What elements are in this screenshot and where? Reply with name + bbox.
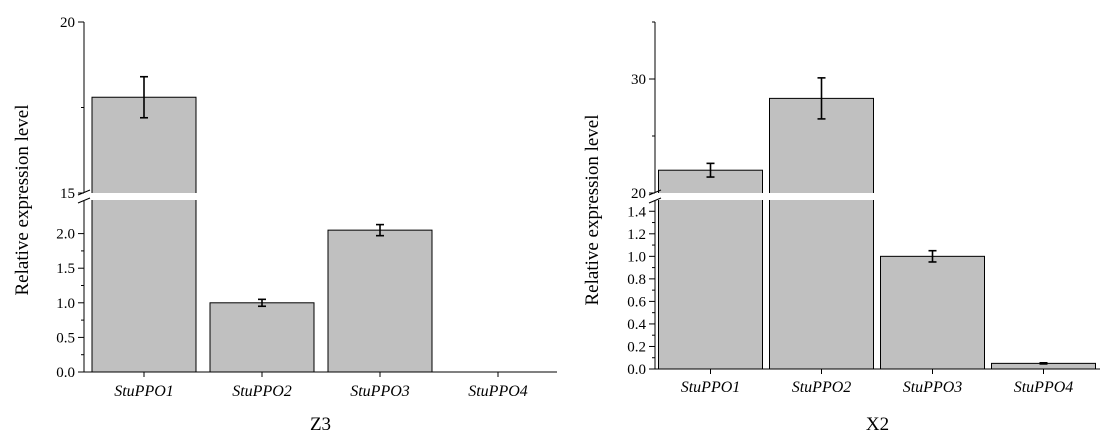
x-tick-label-StuPPO4: StuPPO4 [468, 383, 528, 400]
x-tick-label-StuPPO1: StuPPO1 [114, 383, 174, 400]
bar-StuPPO3 [327, 229, 433, 373]
bar-StuPPO2 [769, 97, 874, 370]
y-tick-label-0.5: 0.5 [56, 330, 75, 346]
axis-break-gap [72, 193, 559, 200]
y-tick-label-0.8: 0.8 [627, 272, 646, 288]
y-axis-label: Relative expression level [582, 115, 603, 306]
y-tick-label-0.2: 0.2 [627, 339, 646, 355]
y-tick-label-0.0: 0.0 [56, 365, 75, 381]
y-tick-label-30: 30 [631, 72, 646, 88]
axis-break-mark-lower [648, 197, 662, 204]
y-tick-label-1.4: 1.4 [627, 204, 646, 220]
x-axis-label: X2 [866, 414, 889, 435]
y-tick-label-20: 20 [631, 186, 646, 202]
bar-StuPPO3 [880, 255, 985, 370]
x-tick-label-StuPPO3: StuPPO3 [350, 383, 410, 400]
y-tick-label-0.4: 0.4 [627, 317, 646, 333]
bar-StuPPO2 [209, 302, 315, 373]
x-tick-label-StuPPO3: StuPPO3 [903, 379, 963, 396]
y-tick-label-0.6: 0.6 [627, 294, 646, 310]
x-tick-label-StuPPO1: StuPPO1 [681, 379, 741, 396]
y-tick-label-2.0: 2.0 [56, 227, 75, 243]
y-tick-label-0.0: 0.0 [627, 362, 646, 378]
bar-StuPPO1 [658, 169, 763, 370]
y-tick-label-1.5: 1.5 [56, 261, 75, 277]
axis-break-gap [643, 193, 1102, 200]
chart-0: StuPPO1 StuPPO2 StuPPO3 StuPPO4 0.0 0.5 1.0 1.5… [12, 15, 559, 435]
x-tick-label-StuPPO2: StuPPO2 [792, 379, 852, 396]
y-tick-label-15: 15 [60, 186, 75, 202]
x-tick-label-StuPPO4: StuPPO4 [1014, 379, 1074, 396]
bar-StuPPO1 [91, 96, 197, 373]
y-tick-label-1.2: 1.2 [627, 227, 646, 243]
y-tick-label-1.0: 1.0 [627, 249, 646, 265]
axis-break-mark-lower [77, 197, 91, 204]
chart-1: StuPPO1 StuPPO2 StuPPO3 StuPPO4 0.0 0.2 0.4 0.6… [582, 21, 1102, 435]
y-tick-label-1.0: 1.0 [56, 296, 75, 312]
y-axis-label: Relative expression level [12, 105, 33, 296]
y-tick-label-20: 20 [60, 15, 75, 31]
x-axis-label: Z3 [310, 414, 331, 435]
x-tick-label-StuPPO2: StuPPO2 [232, 383, 292, 400]
